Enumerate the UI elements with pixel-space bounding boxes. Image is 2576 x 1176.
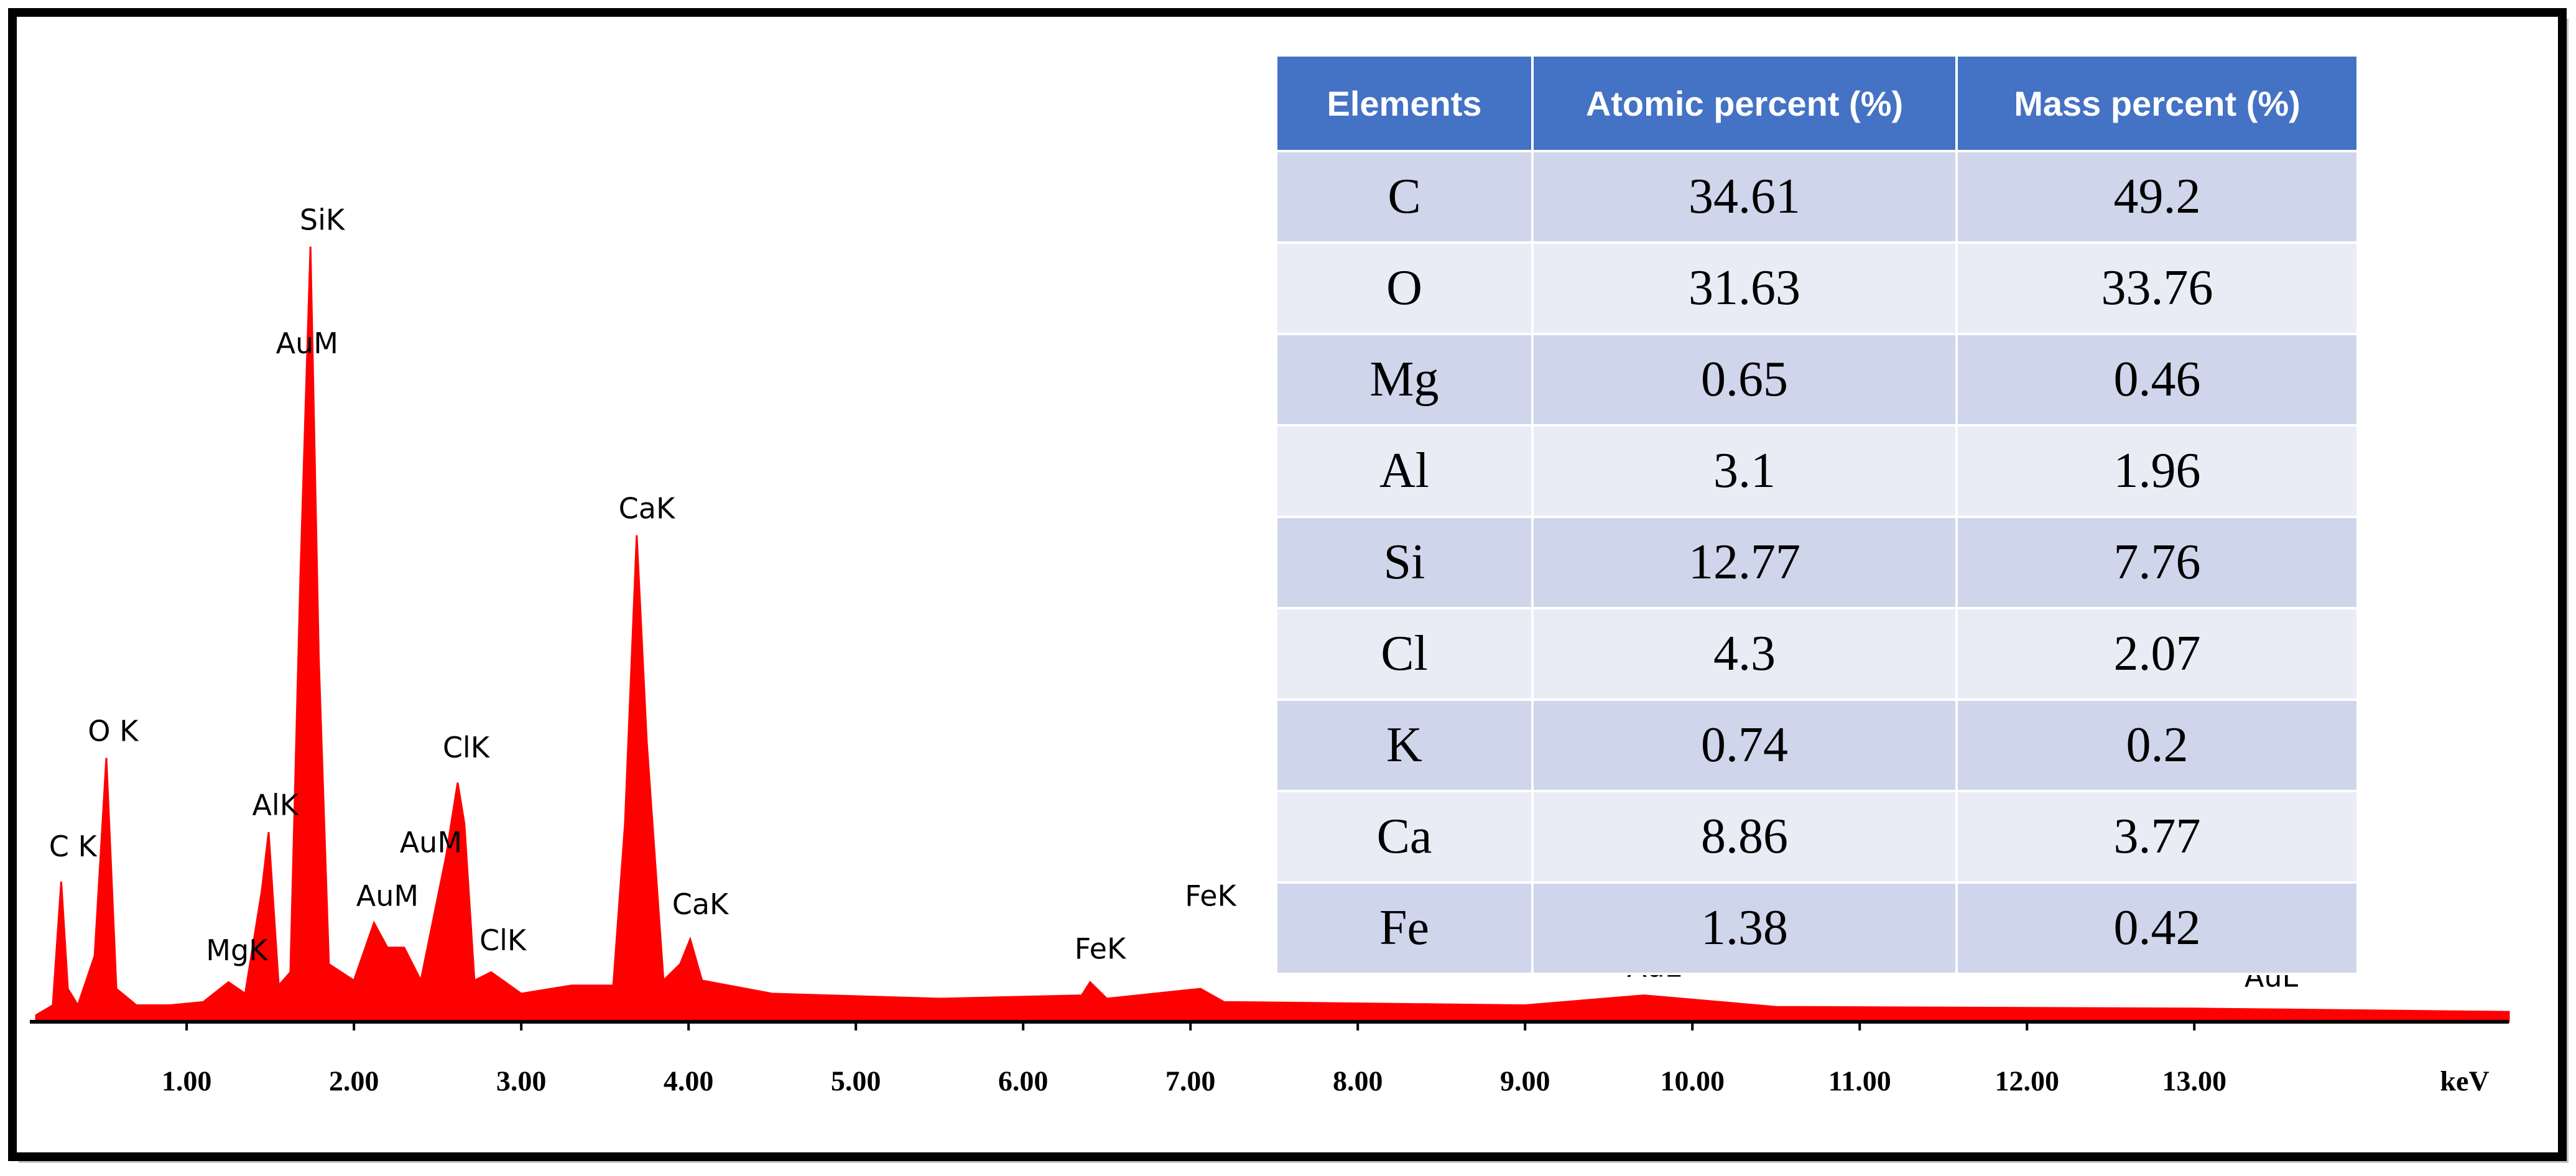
- peak-label: SiK: [300, 203, 346, 236]
- table-cell: 2.07: [1955, 607, 2359, 701]
- x-tick-label: 6.00: [998, 1065, 1049, 1097]
- peak-label: FeK: [1185, 879, 1237, 913]
- table-cell: 12.77: [1531, 516, 1958, 609]
- table-cell: C: [1275, 150, 1534, 244]
- table-cell: 0.46: [1955, 333, 2359, 427]
- table-cell: Al: [1275, 424, 1534, 518]
- table-cell: 0.2: [1955, 698, 2359, 792]
- table-cell: Mg: [1275, 333, 1534, 427]
- peak-label: O K: [88, 714, 139, 748]
- table-row: K 0.74 0.2: [1275, 698, 2359, 792]
- peak-label: AlK: [252, 789, 299, 822]
- table-cell: Si: [1275, 516, 1534, 609]
- table-cell: 33.76: [1955, 241, 2359, 335]
- peak-label: ClK: [443, 731, 491, 764]
- peak-label: AuM: [276, 326, 338, 360]
- table-cell: K: [1275, 698, 1534, 792]
- peak-label: AuM: [400, 825, 462, 859]
- table-row: Si 12.77 7.76: [1275, 516, 2359, 609]
- peak-label: C K: [49, 830, 98, 863]
- x-tick-label: 2.00: [329, 1065, 379, 1097]
- table-cell: 4.3: [1531, 607, 1958, 701]
- table-cell: 49.2: [1955, 150, 2359, 244]
- table-row: Cl 4.3 2.07: [1275, 607, 2359, 701]
- table-cell: 3.1: [1531, 424, 1958, 518]
- x-tick-label: 5.00: [831, 1065, 881, 1097]
- header-cell: Atomic percent (%): [1531, 54, 1958, 152]
- table-cell: 7.76: [1955, 516, 2359, 609]
- table-cell: 1.96: [1955, 424, 2359, 518]
- x-axis-label: keV: [2440, 1065, 2489, 1097]
- peak-label: AuM: [356, 879, 419, 913]
- table-cell: 0.42: [1955, 881, 2359, 975]
- x-tick-label: 12.00: [1995, 1065, 2059, 1097]
- table-cell: Fe: [1275, 881, 1534, 975]
- table-cell: Ca: [1275, 790, 1534, 884]
- table-cell: 31.63: [1531, 241, 1958, 335]
- spectrum-area: [35, 246, 2510, 1023]
- peak-label: CaK: [619, 491, 676, 525]
- table-row: O 31.63 33.76: [1275, 241, 2359, 335]
- table-cell: 8.86: [1531, 790, 1958, 884]
- peak-label: MgK: [206, 933, 269, 967]
- table-cell: 3.77: [1955, 790, 2359, 884]
- table-row: Al 3.1 1.96: [1275, 424, 2359, 518]
- x-tick-label: 10.00: [1660, 1065, 1725, 1097]
- x-tick-label: 8.00: [1333, 1065, 1383, 1097]
- x-tick-label: 3.00: [496, 1065, 547, 1097]
- peak-label: FeK: [1075, 932, 1127, 965]
- x-tick-label: 7.00: [1165, 1065, 1216, 1097]
- table-cell: 0.74: [1531, 698, 1958, 792]
- x-tick-label: 9.00: [1500, 1065, 1550, 1097]
- peak-label: CaK: [672, 887, 730, 921]
- table-cell: O: [1275, 241, 1534, 335]
- table-row: Fe 1.38 0.42: [1275, 881, 2359, 975]
- header-row: Elements Atomic percent (%) Mass percent (…: [1275, 54, 2359, 152]
- table-row: Mg 0.65 0.46: [1275, 333, 2359, 427]
- header-cell: Elements: [1275, 54, 1534, 152]
- composition-table: Elements Atomic percent (%) Mass percent (…: [1275, 54, 2359, 975]
- x-tick-label: 13.00: [2162, 1065, 2227, 1097]
- table-row: Ca 8.86 3.77: [1275, 790, 2359, 884]
- x-tick-label: 1.00: [162, 1065, 212, 1097]
- table-cell: 1.38: [1531, 881, 1958, 975]
- header-cell: Mass percent (%): [1955, 54, 2359, 152]
- table-cell: Cl: [1275, 607, 1534, 701]
- peak-label: ClK: [480, 924, 527, 957]
- x-tick-label: 4.00: [664, 1065, 714, 1097]
- table-cell: 0.65: [1531, 333, 1958, 427]
- x-tick-label: 11.00: [1828, 1065, 1891, 1097]
- table-row: C 34.61 49.2: [1275, 150, 2359, 244]
- table-cell: 34.61: [1531, 150, 1958, 244]
